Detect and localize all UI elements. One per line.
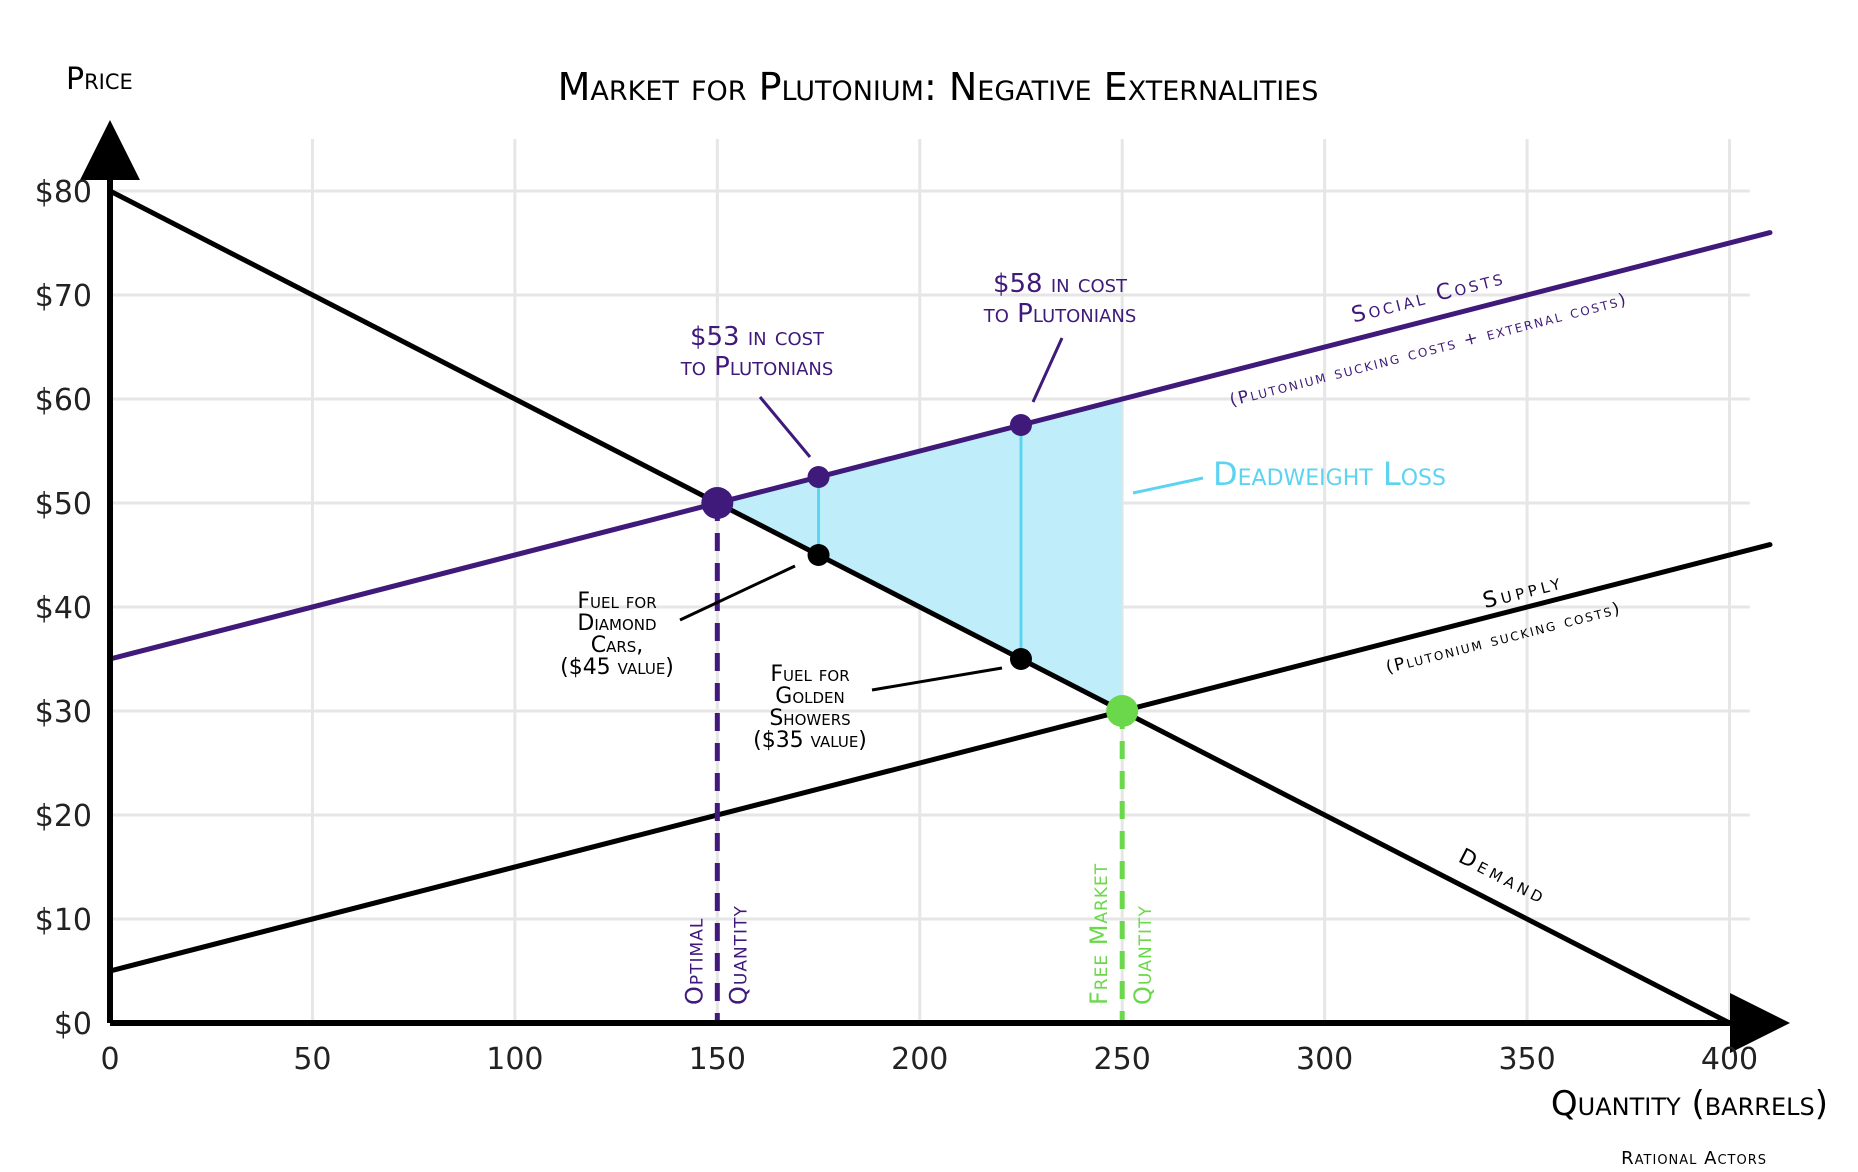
x-tick-label: 150: [689, 1042, 746, 1077]
series-sublabel-supply: (Plutonium sucking costs): [1384, 598, 1624, 678]
point-s175: [807, 466, 830, 488]
x-tick-label: 100: [486, 1042, 543, 1077]
x-tick-label: 0: [100, 1042, 119, 1077]
y-tick-label: $0: [54, 1007, 92, 1042]
deadweight-loss-label: Deadweight Loss: [1213, 455, 1446, 493]
deadweight-loss-leader: [1132, 476, 1204, 495]
y-tick-label: $40: [35, 591, 92, 626]
y-tick-label: $10: [35, 903, 92, 938]
point-free: [1106, 695, 1139, 727]
annotation-cost-58: $58 in cost to Plutonians: [983, 269, 1137, 329]
series-line-supply: [107, 542, 1773, 974]
annotation-leader-cost-58: [1031, 337, 1064, 403]
point-d175: [807, 544, 830, 566]
series-line-demand: [107, 188, 1733, 1026]
point-s225: [1009, 414, 1032, 436]
y-tick-label: $70: [35, 279, 92, 314]
annotation-fuel-45: Fuel for Diamond Cars, ($45 value): [560, 589, 674, 680]
series-label-demand: Demand: [1454, 844, 1551, 910]
tick-labels: 0 50 100 150 200 250 300 350 400 $0 $10 $20 $30 $40 $5…: [35, 175, 1758, 1077]
x-tick-label: 400: [1701, 1042, 1758, 1077]
axes: [80, 120, 1790, 1053]
x-tick-label: 50: [293, 1042, 331, 1077]
point-opt: [701, 487, 734, 519]
quantity-marker-label: Quantity: [724, 905, 752, 1005]
y-axis-label: Price: [66, 62, 133, 97]
deadweight-loss-lines: [817, 425, 1023, 659]
credit-label: Rational Actors: [1621, 1148, 1767, 1169]
y-tick-label: $80: [35, 175, 92, 210]
y-tick-label: $60: [35, 383, 92, 418]
x-tick-label: 300: [1296, 1042, 1353, 1077]
y-tick-label: $30: [35, 695, 92, 730]
quantity-marker-label: Optimal: [680, 918, 708, 1005]
series-lines: [107, 188, 1773, 1026]
x-tick-label: 350: [1498, 1042, 1555, 1077]
y-tick-label: $20: [35, 799, 92, 834]
annotation-leader-cost-53: [758, 396, 812, 458]
data-points: [701, 414, 1139, 727]
point-d225: [1009, 648, 1032, 670]
annotation-leader-fuel-35: [871, 666, 1003, 692]
y-tick-label: $50: [35, 487, 92, 522]
quantity-marker-label: Quantity: [1129, 905, 1157, 1005]
annotation-leader-fuel-45: [679, 564, 796, 622]
x-axis-label: Quantity (barrels): [1551, 1084, 1828, 1124]
series-line-social: [107, 230, 1773, 662]
annotation-fuel-35: Fuel for Golden Showers ($35 value): [753, 662, 867, 753]
chart-title: Market for Plutonium: Negative Externali…: [558, 65, 1319, 109]
quantity-marker-label: Free Market: [1085, 863, 1113, 1005]
x-tick-label: 200: [891, 1042, 948, 1077]
annotation-cost-53: $53 in cost to Plutonians: [680, 322, 834, 382]
quantity-markers: Optimal Quantity Free Market Quantity: [680, 503, 1157, 1023]
x-tick-label: 250: [1094, 1042, 1151, 1077]
